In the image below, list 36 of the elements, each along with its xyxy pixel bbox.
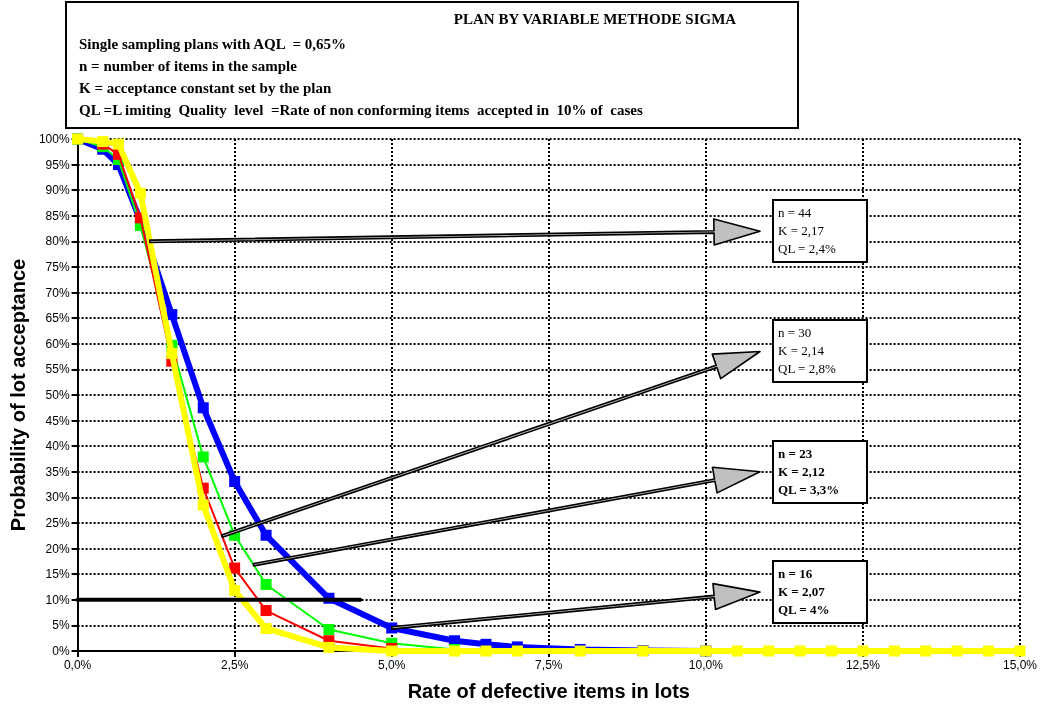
x-tick-label: 0,0% xyxy=(63,658,92,672)
y-tick-label: 5% xyxy=(52,618,70,633)
y-tick-label: 10% xyxy=(45,592,70,607)
y-tick-label: 85% xyxy=(45,208,70,223)
y-tick-label: 0% xyxy=(52,644,70,658)
chart-subtitle: Single sampling plans with AQL = 0,65% n = number of items in the sample K = acceptance constant set by the plan QL =L imiting Quality level =Rate of non conforming items accepted in 10% of cases xyxy=(79,36,643,118)
chart-title: PLAN BY VARIABLE METHODE SIGMA xyxy=(453,10,737,27)
y-tick-label: 35% xyxy=(45,464,70,479)
y-tick-label: 65% xyxy=(45,311,70,326)
x-tick-label: 7,5% xyxy=(535,658,563,672)
x-axis-title: Rate of defective items in lots xyxy=(407,680,690,702)
text-box: n = 30 K = 2,14 QL = 2,8% xyxy=(772,319,868,384)
text-box: n = 23 K = 2,12 QL = 3,3% xyxy=(772,439,868,504)
x-tick-label: 15,0% xyxy=(1002,658,1038,672)
y-tick-label: 70% xyxy=(45,285,70,300)
y-tick-label: 45% xyxy=(45,413,70,428)
y-tick-label: 25% xyxy=(45,516,70,530)
y-tick-label: 80% xyxy=(45,234,70,249)
text-box: n = 44 K = 2,17 QL = 2,4% xyxy=(772,199,868,264)
y-tick-label: 90% xyxy=(45,183,70,198)
y-tick-label: 55% xyxy=(45,362,70,377)
y-tick-label: 50% xyxy=(45,388,70,402)
y-tick-label: 100% xyxy=(38,132,70,146)
y-tick-label: 40% xyxy=(45,439,70,454)
x-tick-label: 12,5% xyxy=(845,658,881,672)
x-tick-label: 10,0% xyxy=(688,658,724,672)
text-box: n = 16 K = 2,07 QL = 4% xyxy=(772,560,868,625)
x-tick-label: 5,0% xyxy=(378,658,406,672)
y-tick-label: 20% xyxy=(45,541,70,556)
y-tick-label: 95% xyxy=(45,157,70,172)
y-axis-title: Probability of lot acceptance xyxy=(7,258,29,532)
y-tick-label: 60% xyxy=(45,336,70,351)
y-tick-label: 75% xyxy=(45,260,70,274)
y-tick-label: 30% xyxy=(45,490,70,505)
y-tick-label: 15% xyxy=(45,567,70,582)
x-tick-label: 2,5% xyxy=(220,658,249,672)
